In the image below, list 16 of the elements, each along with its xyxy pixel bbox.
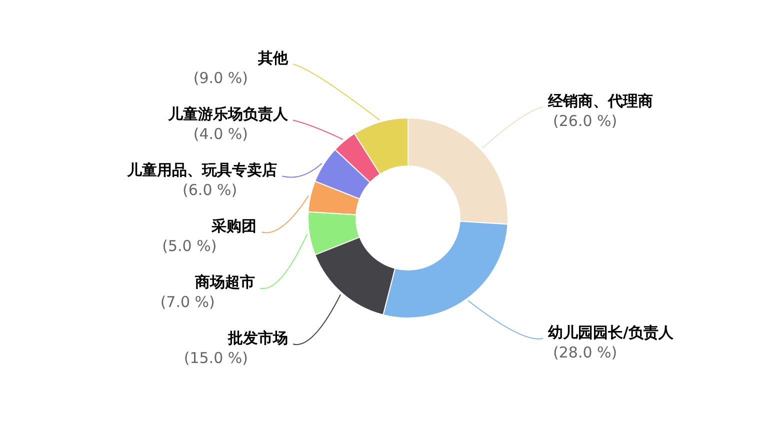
slice-label: 其他	[257, 49, 289, 68]
data-label: (9.0 %)	[193, 69, 248, 88]
data-label: (7.0 %)	[160, 293, 215, 312]
data-label: (4.0 %)	[193, 125, 248, 144]
slice-label: 经销商、代理商	[547, 92, 653, 110]
slice-label: 儿童游乐场负责人	[167, 105, 289, 124]
data-label: (26.0 %)	[553, 112, 618, 130]
data-label: (6.0 %)	[182, 181, 238, 200]
data-label: (5.0 %)	[162, 237, 217, 256]
slice-label: 采购团	[210, 217, 257, 236]
slice-label: 商场超市	[194, 273, 255, 292]
data-label: (15.0 %)	[184, 349, 248, 368]
slice-label: 批发市场	[227, 329, 288, 348]
slice-label: 儿童用品、玩具专卖店	[126, 161, 278, 180]
data-label: (28.0 %)	[553, 343, 618, 362]
slice-label: 幼儿园园长/负责人	[548, 323, 674, 342]
